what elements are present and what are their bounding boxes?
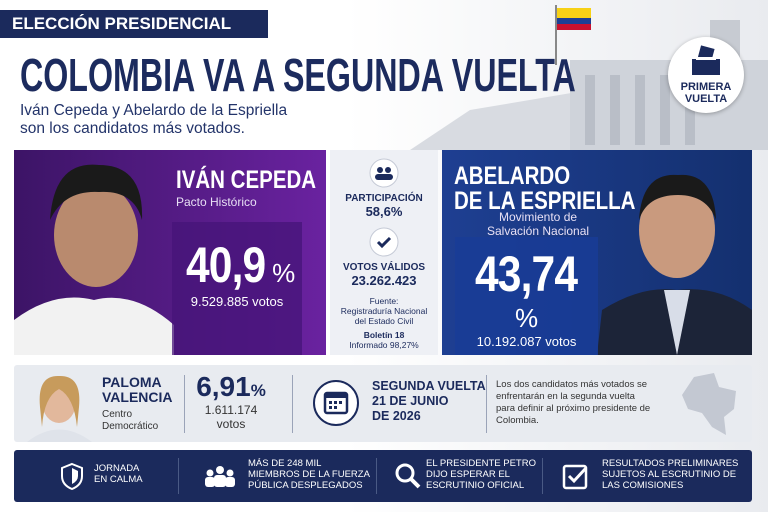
shield-icon <box>61 462 83 490</box>
third-candidate-photo <box>27 375 92 442</box>
name-line: PALOMA <box>102 374 162 390</box>
bulletin: Boletín 18 <box>363 330 405 340</box>
separator <box>486 375 487 433</box>
party-line: Salvación Nacional <box>487 224 590 238</box>
name-line: ABELARDO <box>454 162 571 190</box>
third-percent: 6,91 <box>196 371 251 402</box>
section-tag: ELECCIÓN PRESIDENCIAL 2026 <box>0 10 268 61</box>
badge-line: PRIMERA <box>680 81 732 93</box>
candidate-photo <box>597 174 752 355</box>
candidate-votes: 10.192.087 votos <box>476 334 577 349</box>
runoff-date: SEGUNDA VUELTA 21 DE JUNIO DE 2026 <box>372 379 486 424</box>
candidate-panel: ABELARDO DE LA ESPRIELLA Movimiento de Sal… <box>442 150 752 355</box>
votes-line: 1.611.174 <box>204 403 258 417</box>
checkbox-icon <box>562 464 588 490</box>
separator <box>292 375 293 433</box>
third-votes: 1.611.174 votos <box>186 403 276 431</box>
subhead-line: son los candidatos más votados. <box>20 120 245 137</box>
separator <box>542 458 543 494</box>
people-icon <box>369 158 399 188</box>
source-line: del Estado Civil <box>354 316 414 326</box>
third-name: PALOMA VALENCIA <box>102 375 173 405</box>
stat-label: PARTICIPACIÓN <box>345 193 423 204</box>
headline: COLOMBIA VA A SEGUNDA VUELTA <box>20 49 576 101</box>
round-badge: PRIMERA VUELTA <box>668 37 744 113</box>
people-icon <box>205 466 235 487</box>
candidate-panel: IVÁN CEPEDA Pacto Histórico 40,9% 9.529.… <box>14 150 326 355</box>
badge-line: VUELTA <box>684 93 728 105</box>
footer-item: MÁS DE 248 MIL MIEMBROS DE LA FUERZA PÚB… <box>248 458 370 491</box>
party-line: Movimiento de <box>499 210 578 224</box>
runoff-line: 21 DE JUNIO <box>372 394 449 408</box>
check-icon <box>369 227 399 257</box>
percent-sign: % <box>250 381 266 400</box>
separator <box>376 458 377 494</box>
footer-item: EL PRESIDENTE PETRO DIJO ESPERAR EL ESCR… <box>426 458 536 491</box>
party-line: Democrático <box>102 421 159 432</box>
percent-sign: % <box>514 303 539 333</box>
reported: Informado 98,27% <box>349 340 419 350</box>
name-line: DE LA ESPRIELLA <box>454 187 636 215</box>
runoff-line: SEGUNDA VUELTA <box>372 379 486 393</box>
stat-value: 23.262.423 <box>351 273 417 288</box>
subhead: Iván Cepeda y Abelardo de la Espriella so… <box>20 102 287 138</box>
footer-item: RESULTADOS PRELIMINARES SUJETOS AL ESCRU… <box>602 458 739 491</box>
stat-value: 58,6% <box>365 204 403 219</box>
votes-line: votos <box>216 417 246 431</box>
stats-panel: PARTICIPACIÓN 58,6% VOTOS VÁLIDOS 23.262… <box>330 150 438 355</box>
candidate-party: Movimiento de Salvación Nacional <box>487 210 589 238</box>
result-box: 40,9% 9.529.885 votos <box>172 222 302 355</box>
secondary-row: PALOMA VALENCIA Centro Democrático 6,91% 1… <box>14 365 752 442</box>
stat-label: VOTOS VÁLIDOS <box>342 262 426 273</box>
candidate-percent: 43,74 <box>475 246 578 302</box>
party-line: Centro <box>102 409 133 420</box>
subhead-line: Iván Cepeda y Abelardo de la Espriella <box>20 102 288 119</box>
calendar-icon <box>313 380 359 426</box>
candidate-name: ABELARDO DE LA ESPRIELLA <box>454 164 675 214</box>
separator <box>184 375 185 433</box>
candidate-name: IVÁN CEPEDA <box>176 166 317 194</box>
runoff-note: Los dos candidatos más votados se enfren… <box>496 379 651 426</box>
source: Fuente: Registraduría Nacional del Estado … <box>330 296 438 326</box>
source-line: Fuente: <box>369 296 399 306</box>
candidate-percent: 40,9 <box>185 237 266 293</box>
candidate-photo <box>14 164 174 355</box>
footer-item: JORNADA EN CALMA <box>94 463 143 485</box>
percent-sign: % <box>272 258 296 288</box>
name-line: VALENCIA <box>102 389 173 405</box>
search-icon <box>395 463 421 489</box>
result-box: 43,74% 10.192.087 votos <box>455 237 598 355</box>
separator <box>178 458 179 494</box>
candidate-party: Pacto Histórico <box>176 195 257 209</box>
runoff-line: DE 2026 <box>372 409 421 423</box>
source-line: Registraduría Nacional <box>340 306 428 316</box>
ballot-icon <box>692 45 720 75</box>
third-party: Centro Democrático <box>102 409 158 433</box>
map-silhouette <box>682 373 736 435</box>
third-result: 6,91% 1.611.174 votos <box>186 371 276 431</box>
footer: JORNADA EN CALMA MÁS DE 248 MIL MIEMBROS… <box>14 450 752 502</box>
candidate-votes: 9.529.885 votos <box>190 294 284 309</box>
